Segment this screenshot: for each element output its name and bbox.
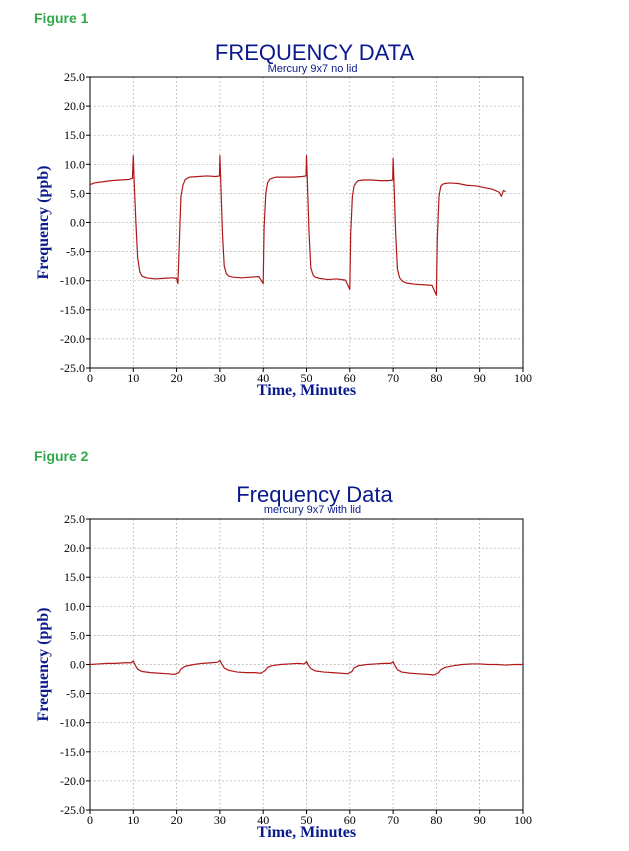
x-tick-label: 40 xyxy=(257,371,269,385)
y-tick-label: 0.0 xyxy=(70,216,85,230)
frequency-series-line xyxy=(89,154,506,296)
x-axis-label: Time, Minutes xyxy=(257,824,356,841)
x-tick-label: 80 xyxy=(430,371,442,385)
y-tick-label: -20.0 xyxy=(60,774,85,788)
x-tick-label: 0 xyxy=(87,813,93,827)
chart-subtitle: Mercury 9x7 no lid xyxy=(268,63,358,75)
y-tick-label: -25.0 xyxy=(60,803,85,817)
y-tick-label: 10.0 xyxy=(64,157,85,171)
x-tick-label: 50 xyxy=(301,813,313,827)
x-tick-label: 50 xyxy=(301,371,313,385)
y-tick-label: -5.0 xyxy=(66,245,85,259)
x-tick-label: 100 xyxy=(514,371,532,385)
x-tick-label: 90 xyxy=(474,813,486,827)
y-tick-label: -10.0 xyxy=(60,274,85,288)
y-tick-label: -20.0 xyxy=(60,332,85,346)
y-tick-label: 25.0 xyxy=(64,70,85,84)
y-tick-label: 20.0 xyxy=(64,541,85,555)
y-tick-label: 10.0 xyxy=(64,599,85,613)
x-tick-label: 60 xyxy=(344,813,356,827)
y-tick-label: -25.0 xyxy=(60,361,85,375)
x-tick-label: 100 xyxy=(514,813,532,827)
x-axis-label: Time, Minutes xyxy=(257,382,356,399)
x-tick-label: 60 xyxy=(344,371,356,385)
y-axis-label: Frequency (ppb) xyxy=(35,608,52,722)
x-tick-label: 90 xyxy=(474,371,486,385)
y-tick-label: 0.0 xyxy=(70,658,85,672)
figure-1-label: Figure 1 xyxy=(34,10,89,26)
frequency-series-line xyxy=(89,659,523,676)
x-tick-label: 30 xyxy=(214,371,226,385)
x-tick-label: 40 xyxy=(257,813,269,827)
y-tick-label: 5.0 xyxy=(70,628,85,642)
figure-2-label: Figure 2 xyxy=(34,448,89,464)
y-tick-label: 15.0 xyxy=(64,128,85,142)
chart-title: Frequency Data xyxy=(236,482,393,507)
x-tick-label: 20 xyxy=(171,371,183,385)
x-tick-label: 70 xyxy=(387,813,399,827)
y-tick-label: 25.0 xyxy=(64,512,85,526)
y-tick-label: 15.0 xyxy=(64,570,85,584)
x-tick-label: 80 xyxy=(430,813,442,827)
y-tick-label: -5.0 xyxy=(66,687,85,701)
y-tick-label: -10.0 xyxy=(60,716,85,730)
y-tick-label: -15.0 xyxy=(60,745,85,759)
y-tick-label: 20.0 xyxy=(64,99,85,113)
y-tick-label: -15.0 xyxy=(60,303,85,317)
y-axis-label: Frequency (ppb) xyxy=(35,166,52,280)
x-tick-label: 10 xyxy=(127,371,139,385)
x-tick-label: 30 xyxy=(214,813,226,827)
x-tick-label: 70 xyxy=(387,371,399,385)
x-tick-label: 10 xyxy=(127,813,139,827)
chart-title: FREQUENCY DATA xyxy=(215,40,415,65)
y-tick-label: 5.0 xyxy=(70,186,85,200)
x-tick-label: 20 xyxy=(171,813,183,827)
chart-subtitle: mercury 9x7 with lid xyxy=(264,504,361,516)
x-tick-label: 0 xyxy=(87,371,93,385)
